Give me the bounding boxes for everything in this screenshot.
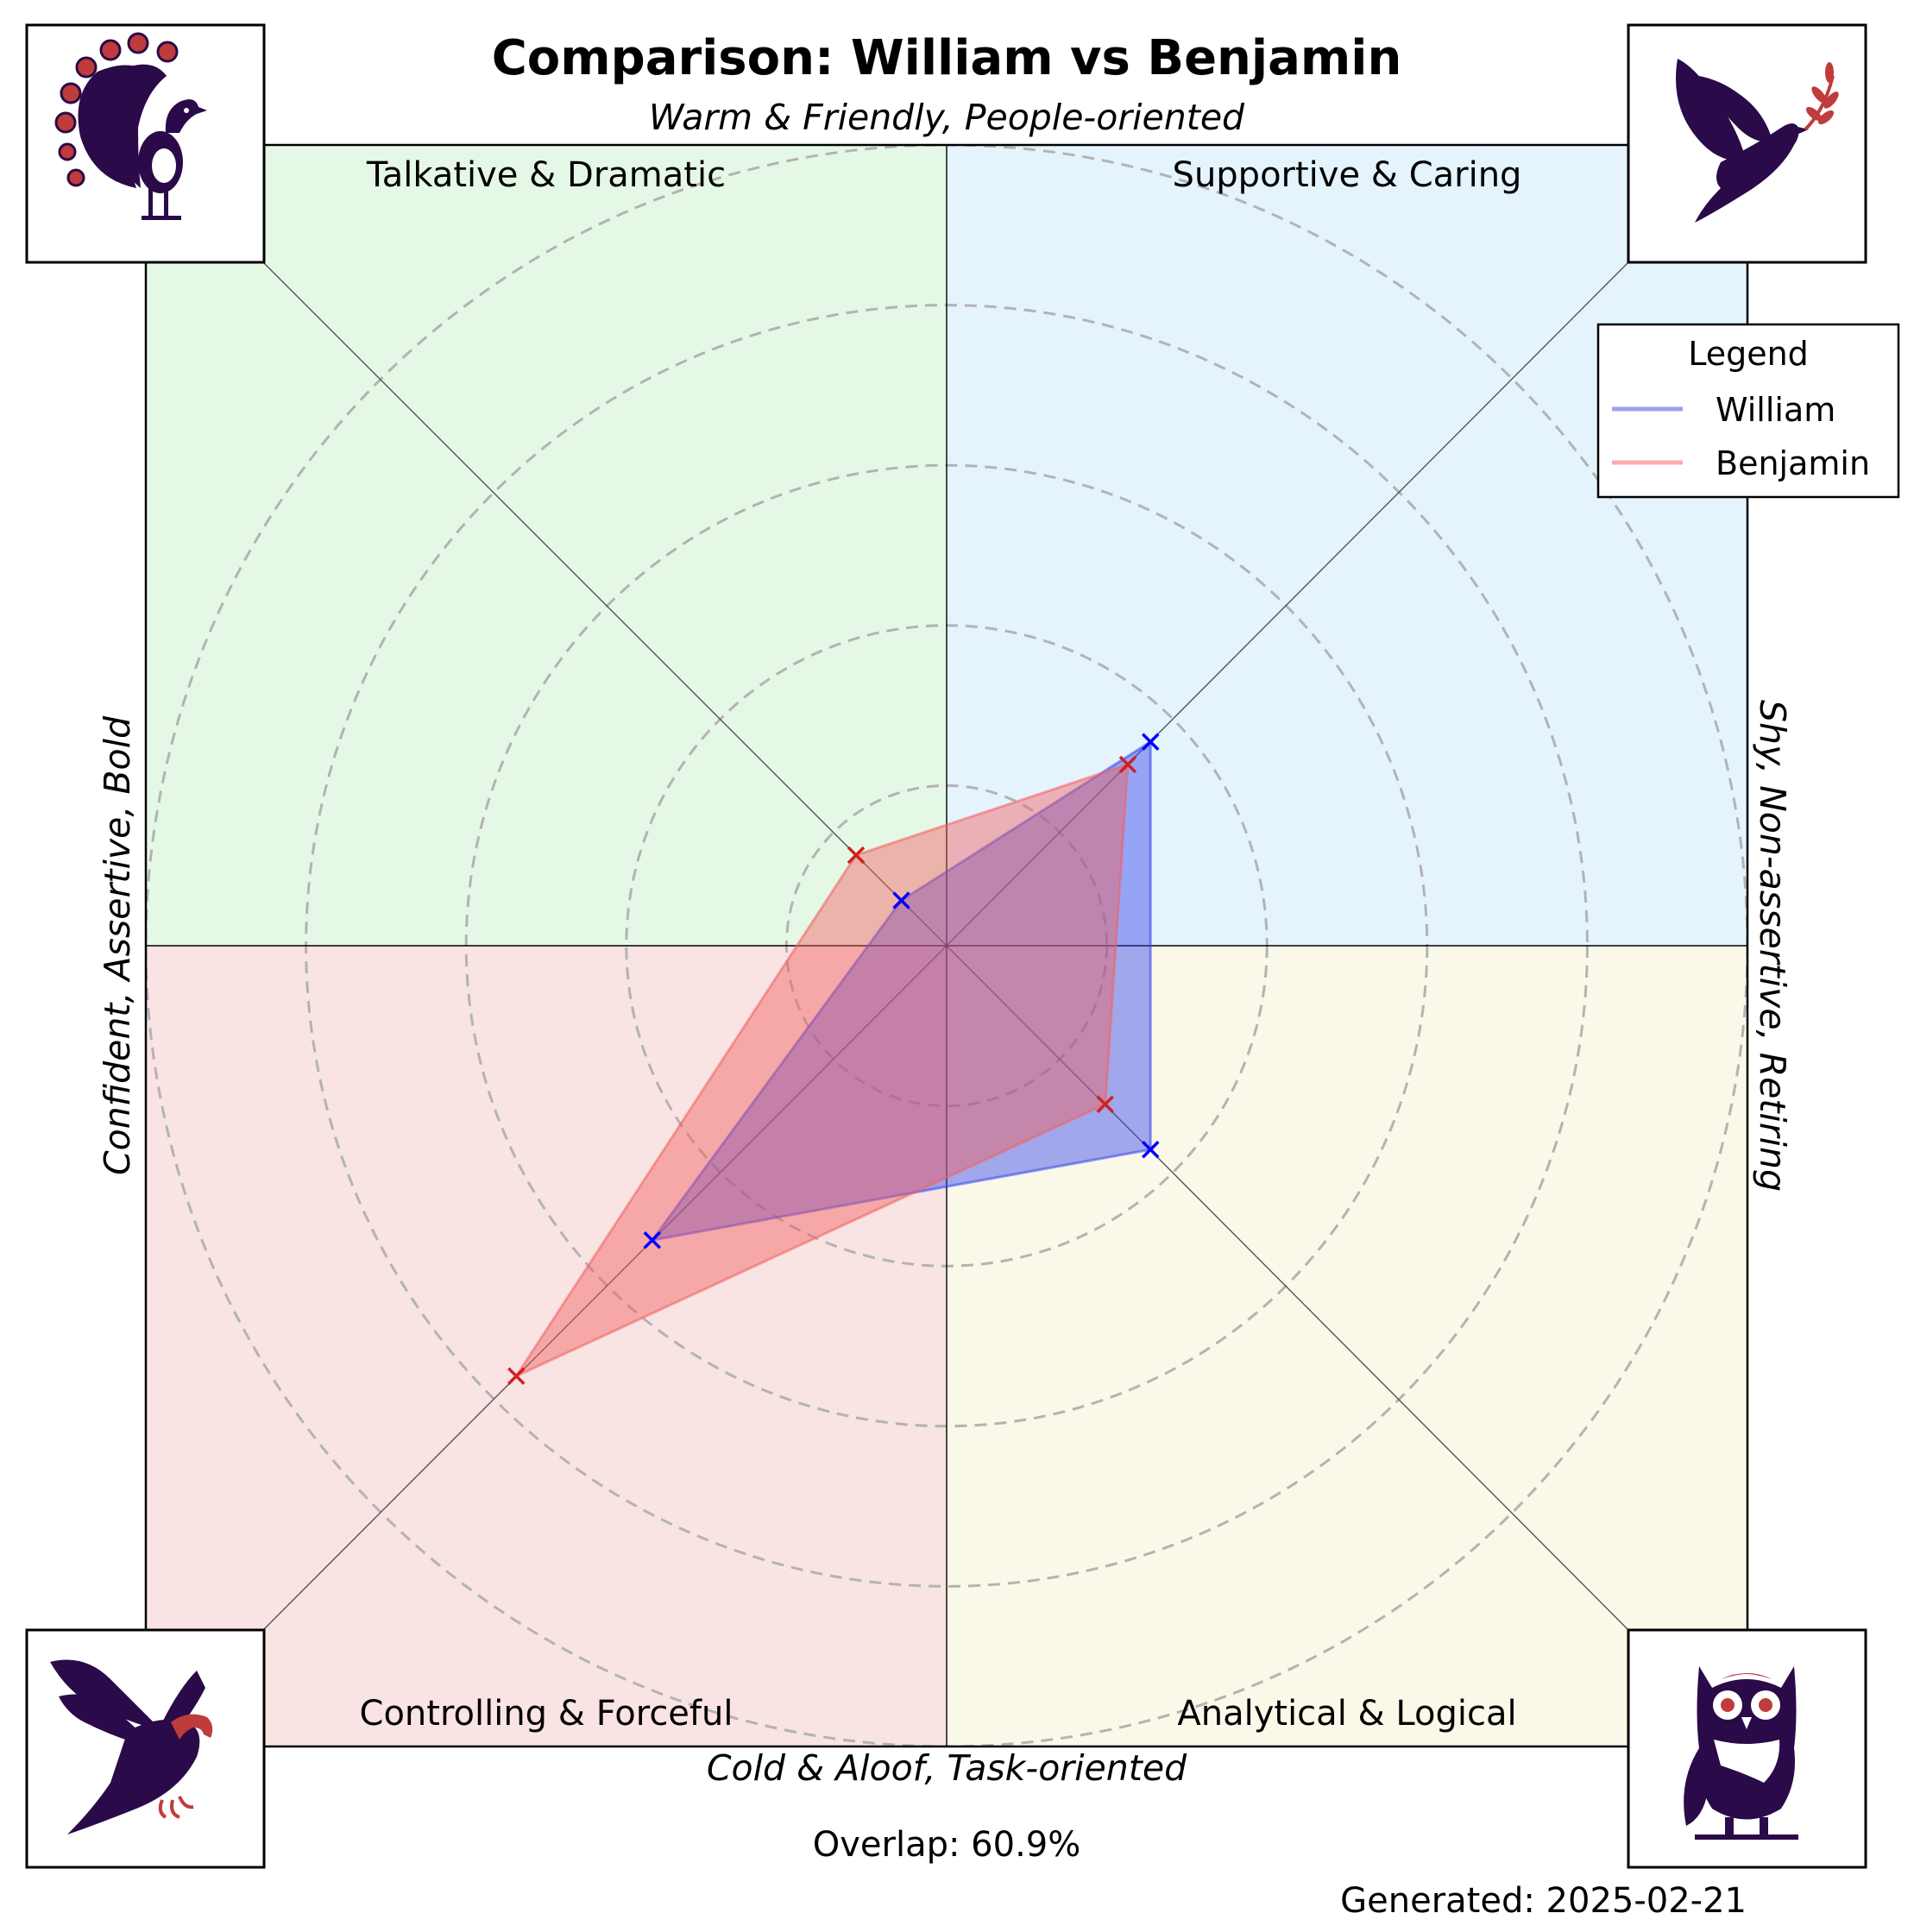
marker-william-talkative (892, 891, 910, 909)
spokes (262, 261, 1629, 1631)
axis-label-left: Confident, Assertive, Bold (97, 715, 138, 1175)
dove-icon (1627, 23, 1867, 264)
eagle-icon (25, 1628, 266, 1869)
marker-benjamin-controlling (507, 1367, 526, 1385)
axis-label-bottom: Cold & Aloof, Task-oriented (707, 1747, 1187, 1789)
marker-benjamin-supportive (1118, 755, 1137, 774)
marker-william-analytical (1141, 1140, 1160, 1159)
marker-benjamin-analytical (1096, 1095, 1114, 1113)
spoke-talkative (262, 261, 948, 947)
quadrant-label-supportive: Supportive & Caring (1173, 155, 1522, 195)
chart-title: Comparison: William vs Benjamin (492, 30, 1402, 86)
spoke-supportive (946, 261, 1629, 947)
marker-benjamin-talkative (847, 846, 866, 865)
series-layer (507, 733, 1160, 1385)
generated-date: Generated: 2025-02-21 (1340, 1881, 1747, 1921)
legend-label-william: William (1716, 391, 1835, 429)
axis-label-right: Shy, Non-assertive, Retiring (1752, 700, 1793, 1192)
plot-frame (144, 143, 1749, 1748)
spoke-controlling (262, 945, 948, 1631)
axis-label-top: Warm & Friendly, People-oriented (649, 97, 1245, 138)
quadrant-label-analytical: Analytical & Logical (1177, 1694, 1516, 1734)
marker-william-supportive (1141, 733, 1160, 752)
marker-william-controlling (643, 1230, 662, 1249)
legend-label-benjamin: Benjamin (1716, 444, 1870, 482)
overlap-text: Overlap: 60.9% (813, 1825, 1081, 1865)
peacock-icon (25, 23, 266, 264)
legend-title: Legend (1688, 335, 1809, 373)
owl-icon (1627, 1628, 1867, 1869)
quadrant-label-controlling: Controlling & Forceful (360, 1694, 733, 1734)
center-axes (146, 145, 1747, 1746)
quadrant-label-talkative: Talkative & Dramatic (366, 155, 726, 195)
legend: Legend William Benjamin (1596, 323, 1900, 499)
spoke-analytical (946, 945, 1629, 1631)
